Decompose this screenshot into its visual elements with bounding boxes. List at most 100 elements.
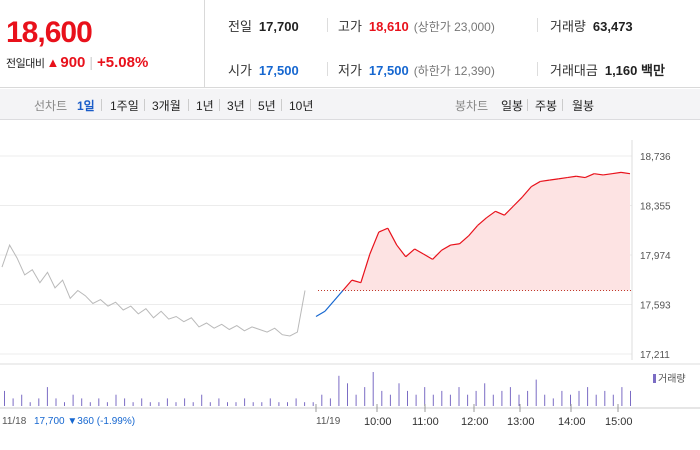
volume-bar bbox=[484, 383, 486, 406]
volume-bar bbox=[124, 398, 126, 406]
price-segment bbox=[342, 279, 353, 291]
volume-bar bbox=[501, 390, 503, 406]
volume-bar bbox=[175, 402, 177, 406]
tab-candle-daily[interactable]: 일봉 bbox=[501, 99, 524, 113]
volume-bar bbox=[518, 394, 520, 406]
volume-bar bbox=[527, 390, 529, 406]
tab-period-3y[interactable]: 3년 bbox=[227, 99, 245, 113]
volume-bar bbox=[98, 398, 100, 406]
stat-trade-value: 거래대금 1,160 백만 bbox=[550, 63, 665, 78]
volume-bar bbox=[55, 398, 57, 406]
volume-bar bbox=[4, 390, 5, 406]
volume-bar bbox=[595, 394, 597, 406]
volume-bar bbox=[398, 383, 400, 406]
volume-bar bbox=[38, 398, 40, 406]
volume-bar bbox=[372, 372, 374, 406]
price-segment bbox=[360, 253, 371, 283]
volume-legend-label: 거래량 bbox=[658, 373, 686, 385]
volume-bar bbox=[604, 390, 606, 406]
price-segment bbox=[333, 290, 344, 302]
x-tick-label: 15:00 bbox=[605, 416, 633, 428]
volume-bar bbox=[467, 394, 469, 406]
x-tick-label: 14:00 bbox=[558, 416, 586, 428]
volume-bar bbox=[252, 402, 254, 406]
stat-prev-close: 전일 17,700 bbox=[228, 19, 299, 34]
candle-chart-label: 봉차트 bbox=[455, 99, 489, 113]
volume-bar bbox=[201, 394, 203, 406]
tab-period-10y[interactable]: 10년 bbox=[289, 99, 314, 113]
volume-bar bbox=[475, 390, 477, 406]
tab-candle-weekly[interactable]: 주봉 bbox=[535, 99, 558, 113]
volume-bar bbox=[295, 398, 297, 406]
volume-bar bbox=[355, 394, 357, 406]
current-price: 18,600 bbox=[6, 16, 93, 49]
divider: | bbox=[89, 54, 94, 70]
price-segment bbox=[531, 180, 541, 188]
price-segment bbox=[441, 244, 451, 251]
volume-bar bbox=[544, 394, 546, 406]
volume-bar bbox=[612, 394, 614, 406]
volume-bar bbox=[81, 398, 83, 406]
volume-bar bbox=[278, 402, 280, 406]
volume-bar bbox=[227, 402, 228, 406]
price-segment bbox=[620, 171, 631, 175]
price-segment bbox=[602, 173, 613, 176]
volume-bar bbox=[132, 402, 134, 406]
volume-bar bbox=[458, 387, 460, 406]
price-segment bbox=[387, 227, 398, 246]
tab-period-1y[interactable]: 1년 bbox=[196, 99, 214, 113]
price-segment bbox=[486, 210, 496, 219]
volume-bar bbox=[149, 402, 151, 406]
chart-toolbar: 선차트 1일 1주일 3개월 1년 3년 5년 10년 봉차트 일봉 주봉 월봉 bbox=[0, 89, 700, 120]
volume-bar bbox=[432, 394, 434, 406]
volume-bar bbox=[287, 402, 288, 406]
divider bbox=[537, 18, 538, 32]
price-segment bbox=[396, 244, 407, 258]
volume-bar bbox=[312, 402, 314, 406]
price-segment bbox=[567, 175, 577, 179]
tab-period-3m[interactable]: 3개월 bbox=[152, 99, 181, 113]
volume-bar bbox=[338, 375, 340, 406]
tab-period-5y[interactable]: 5년 bbox=[258, 99, 276, 113]
divider bbox=[144, 99, 145, 111]
price-segment bbox=[414, 248, 424, 255]
prev-day-line bbox=[1, 243, 306, 337]
volume-bar bbox=[304, 402, 306, 406]
volume-bar bbox=[269, 398, 271, 406]
volume-bar bbox=[570, 394, 571, 406]
tab-period-1d[interactable]: 1일 bbox=[77, 99, 95, 113]
down-triangle-icon: ▼ bbox=[67, 416, 78, 427]
tab-period-1w[interactable]: 1주일 bbox=[110, 99, 139, 113]
volume-bar bbox=[12, 398, 14, 406]
y-tick-label: 17,974 bbox=[640, 251, 671, 262]
volume-bar bbox=[329, 398, 331, 406]
volume-bar bbox=[321, 394, 323, 406]
volume-bar bbox=[509, 387, 511, 406]
quote-header: 18,600 전일대비 ▲900 | +5.08% 전일 17,700 고가 18,610… bbox=[0, 0, 700, 88]
prev-change-percent: (-1.99%) bbox=[96, 416, 136, 427]
price-segment bbox=[512, 196, 523, 207]
price-segment bbox=[369, 231, 380, 255]
price-segment bbox=[432, 249, 443, 260]
divider bbox=[219, 99, 220, 111]
stat-open: 시가 17,500 bbox=[228, 63, 299, 78]
volume-bar bbox=[552, 398, 554, 406]
price-segment bbox=[423, 253, 433, 260]
volume-bar bbox=[535, 379, 537, 406]
change-label: 전일대비 bbox=[6, 58, 45, 70]
volume-bar bbox=[29, 402, 31, 406]
volume-bar bbox=[389, 394, 391, 406]
volume-bar bbox=[184, 398, 186, 406]
volume-bar bbox=[158, 402, 160, 406]
x-tick-label: 10:00 bbox=[364, 416, 392, 428]
x-tick-label: 12:00 bbox=[461, 416, 489, 428]
volume-bar bbox=[209, 402, 211, 406]
volume-legend-swatch bbox=[653, 374, 656, 383]
volume-bar bbox=[407, 390, 408, 406]
prev-change-value: 360 bbox=[77, 416, 94, 427]
y-tick-label: 17,211 bbox=[640, 350, 670, 361]
price-segment bbox=[576, 175, 586, 179]
tab-candle-monthly[interactable]: 월봉 bbox=[572, 99, 595, 113]
chart-grid bbox=[0, 140, 700, 409]
